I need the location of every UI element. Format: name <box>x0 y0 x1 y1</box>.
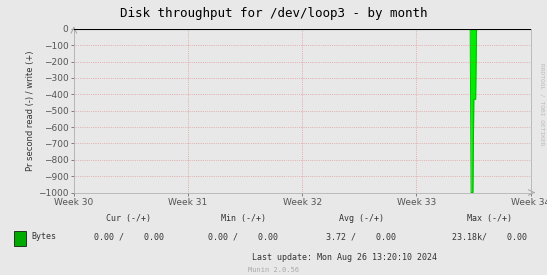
Text: Munin 2.0.56: Munin 2.0.56 <box>248 267 299 273</box>
Text: Disk throughput for /dev/loop3 - by month: Disk throughput for /dev/loop3 - by mont… <box>120 7 427 20</box>
Y-axis label: Pr second read (-) / write (+): Pr second read (-) / write (+) <box>26 50 35 171</box>
Text: 0.00 /    0.00: 0.00 / 0.00 <box>208 232 278 241</box>
Text: 23.18k/    0.00: 23.18k/ 0.00 <box>452 232 527 241</box>
Text: Bytes: Bytes <box>32 232 57 241</box>
Text: Min (-/+): Min (-/+) <box>221 214 266 223</box>
Text: 0.00 /    0.00: 0.00 / 0.00 <box>94 232 164 241</box>
Text: Max (-/+): Max (-/+) <box>467 214 512 223</box>
Text: Avg (-/+): Avg (-/+) <box>339 214 383 223</box>
Text: RRDTOOL / TOBI OETIKER: RRDTOOL / TOBI OETIKER <box>539 63 544 146</box>
Text: Last update: Mon Aug 26 13:20:10 2024: Last update: Mon Aug 26 13:20:10 2024 <box>252 253 437 262</box>
Text: 3.72 /    0.00: 3.72 / 0.00 <box>326 232 396 241</box>
Text: Cur (-/+): Cur (-/+) <box>106 214 151 223</box>
